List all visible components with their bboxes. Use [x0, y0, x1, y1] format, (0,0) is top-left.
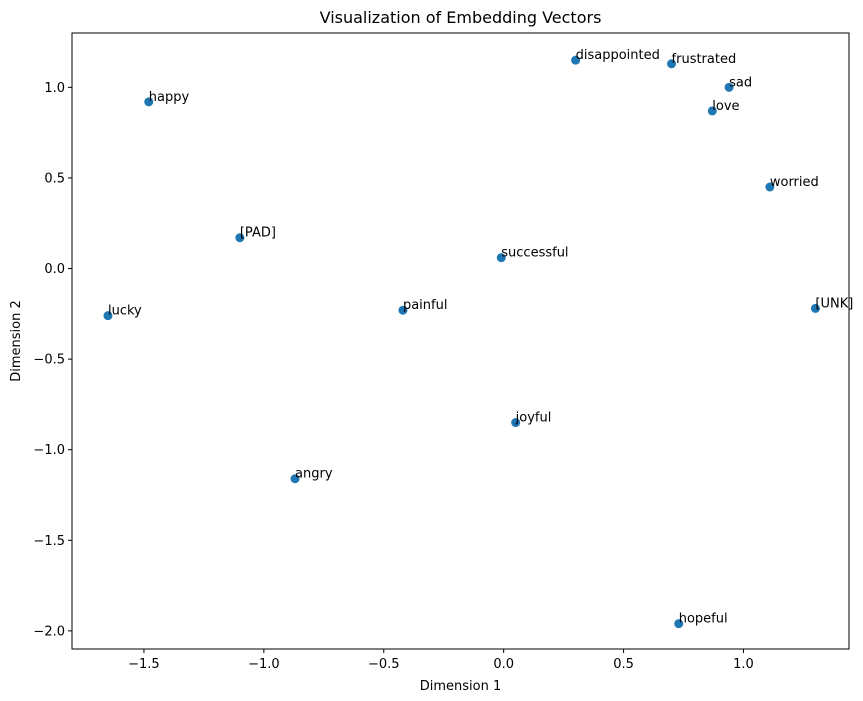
- y-tick-label: −1.5: [33, 534, 65, 549]
- point-label: painful: [403, 298, 448, 313]
- scatter-point: [810, 303, 820, 313]
- scatter-point: [290, 474, 300, 484]
- plot-frame: [71, 32, 850, 650]
- scatter-point: [674, 619, 684, 629]
- y-axis: −2.0 −1.5 −1.0 −0.5 0.0 0.5 1.0: [33, 81, 72, 639]
- scatter-point: [571, 55, 581, 65]
- y-tick-label: −2.0: [33, 624, 65, 639]
- point-label: lucky: [108, 304, 142, 319]
- scatter-point: [235, 233, 245, 243]
- x-axis: −1.5 −1.0 −0.5 0.0 0.5 1.0: [128, 649, 754, 672]
- x-axis-label: Dimension 1: [420, 679, 502, 694]
- scatter-point: [667, 59, 677, 69]
- x-tick-label: −1.5: [128, 657, 160, 672]
- scatter-point: [765, 182, 775, 192]
- chart-title: Visualization of Embedding Vectors: [320, 8, 602, 27]
- x-tick-label: 0.5: [613, 657, 634, 672]
- point-label: worried: [770, 175, 819, 190]
- x-tick-label: −1.0: [248, 657, 280, 672]
- point-label: disappointed: [576, 48, 660, 63]
- point-label: sad: [729, 75, 752, 90]
- point-label: frustrated: [672, 52, 737, 67]
- y-axis-label: Dimension 2: [9, 300, 24, 382]
- point-label: [PAD]: [240, 226, 276, 241]
- scatter-point: [724, 82, 734, 92]
- point-label: love: [712, 99, 739, 114]
- x-tick-label: 0.0: [493, 657, 514, 672]
- point-label: [UNK]: [815, 296, 853, 311]
- point-label: joyful: [515, 411, 552, 426]
- points-layer: happy [PAD] lucky painful successful disappoi…: [103, 48, 853, 629]
- point-label: hopeful: [679, 612, 728, 627]
- scatter-point: [103, 311, 113, 321]
- x-tick-label: −0.5: [368, 657, 400, 672]
- scatter-point: [511, 418, 521, 428]
- scatter-point: [144, 97, 154, 107]
- y-tick-label: 0.0: [44, 262, 65, 277]
- point-label: happy: [149, 90, 190, 105]
- y-tick-label: −1.0: [33, 443, 65, 458]
- scatter-point: [398, 305, 408, 315]
- x-tick-label: 1.0: [733, 657, 754, 672]
- y-tick-label: −0.5: [33, 353, 65, 368]
- scatter-point: [707, 106, 717, 116]
- y-tick-label: 0.5: [44, 171, 65, 186]
- scatter-point: [496, 253, 506, 263]
- point-label: angry: [295, 467, 333, 482]
- point-label: successful: [501, 246, 568, 261]
- y-tick-label: 1.0: [44, 81, 65, 96]
